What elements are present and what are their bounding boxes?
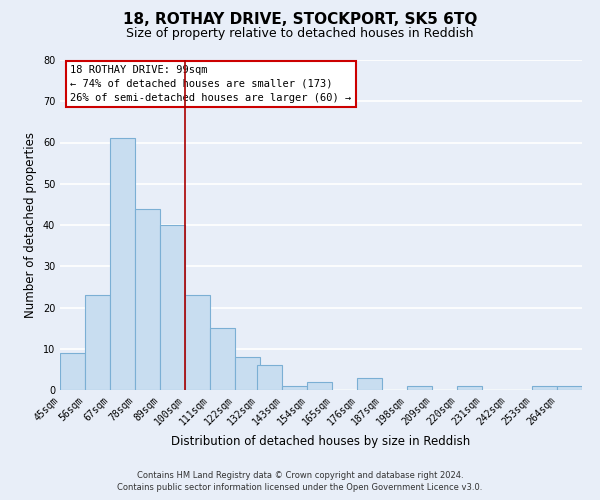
X-axis label: Distribution of detached houses by size in Reddish: Distribution of detached houses by size … (172, 435, 470, 448)
Bar (135, 208, 160, 390)
Bar (257, 365, 283, 390)
Bar (210, 328, 235, 390)
Bar (407, 386, 432, 390)
Bar (358, 378, 382, 390)
Bar (307, 382, 332, 390)
Bar (235, 357, 260, 390)
Bar (85, 295, 110, 390)
Text: Contains HM Land Registry data © Crown copyright and database right 2024.
Contai: Contains HM Land Registry data © Crown c… (118, 471, 482, 492)
Bar (160, 225, 185, 390)
Text: 18, ROTHAY DRIVE, STOCKPORT, SK5 6TQ: 18, ROTHAY DRIVE, STOCKPORT, SK5 6TQ (123, 12, 477, 28)
Text: 18 ROTHAY DRIVE: 99sqm
← 74% of detached houses are smaller (173)
26% of semi-de: 18 ROTHAY DRIVE: 99sqm ← 74% of detached… (70, 65, 352, 103)
Bar (557, 386, 582, 390)
Bar (60, 353, 85, 390)
Y-axis label: Number of detached properties: Number of detached properties (24, 132, 37, 318)
Text: Size of property relative to detached houses in Reddish: Size of property relative to detached ho… (126, 28, 474, 40)
Bar (185, 295, 210, 390)
Bar (457, 386, 482, 390)
Bar (532, 386, 557, 390)
Bar (283, 386, 307, 390)
Bar (110, 138, 135, 390)
